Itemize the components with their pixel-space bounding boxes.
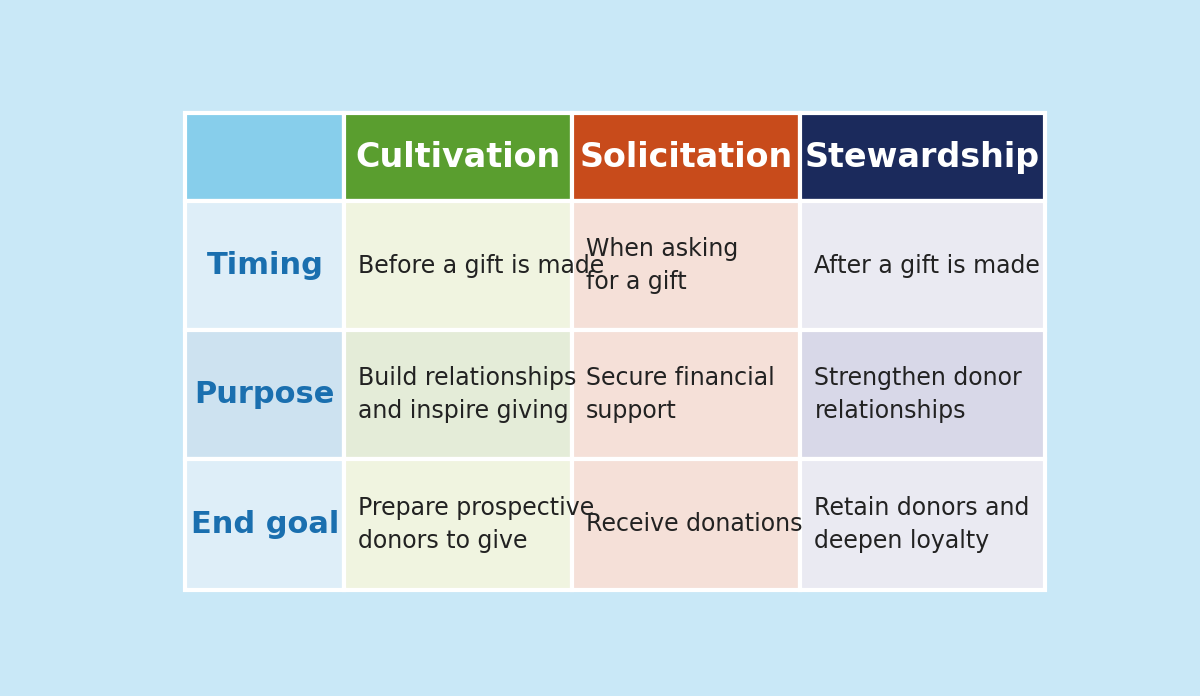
Bar xyxy=(185,113,344,201)
Text: Solicitation: Solicitation xyxy=(580,141,792,173)
Bar xyxy=(799,113,1045,201)
Bar xyxy=(799,459,1045,590)
Text: After a gift is made: After a gift is made xyxy=(815,253,1040,278)
Bar xyxy=(572,459,799,590)
Text: Stewardship: Stewardship xyxy=(805,141,1039,173)
Bar xyxy=(344,330,572,459)
Text: Build relationships
and inspire giving: Build relationships and inspire giving xyxy=(358,365,576,423)
Text: Purpose: Purpose xyxy=(194,380,335,409)
Text: When asking
for a gift: When asking for a gift xyxy=(586,237,738,294)
Bar xyxy=(572,201,799,330)
Text: Strengthen donor
relationships: Strengthen donor relationships xyxy=(815,365,1022,423)
Bar xyxy=(185,201,344,330)
Bar xyxy=(799,201,1045,330)
Text: Timing: Timing xyxy=(206,251,323,280)
Text: Prepare prospective
donors to give: Prepare prospective donors to give xyxy=(358,496,594,553)
Bar xyxy=(799,330,1045,459)
Text: Receive donations: Receive donations xyxy=(586,512,802,537)
Bar xyxy=(344,113,572,201)
Text: End goal: End goal xyxy=(191,510,340,539)
Bar xyxy=(344,201,572,330)
Bar xyxy=(572,113,799,201)
Text: Before a gift is made: Before a gift is made xyxy=(358,253,605,278)
Text: Retain donors and
deepen loyalty: Retain donors and deepen loyalty xyxy=(815,496,1030,553)
Bar xyxy=(344,459,572,590)
Bar xyxy=(185,459,344,590)
Bar xyxy=(185,330,344,459)
Text: Secure financial
support: Secure financial support xyxy=(586,365,774,423)
Text: Cultivation: Cultivation xyxy=(355,141,560,173)
Bar xyxy=(572,330,799,459)
